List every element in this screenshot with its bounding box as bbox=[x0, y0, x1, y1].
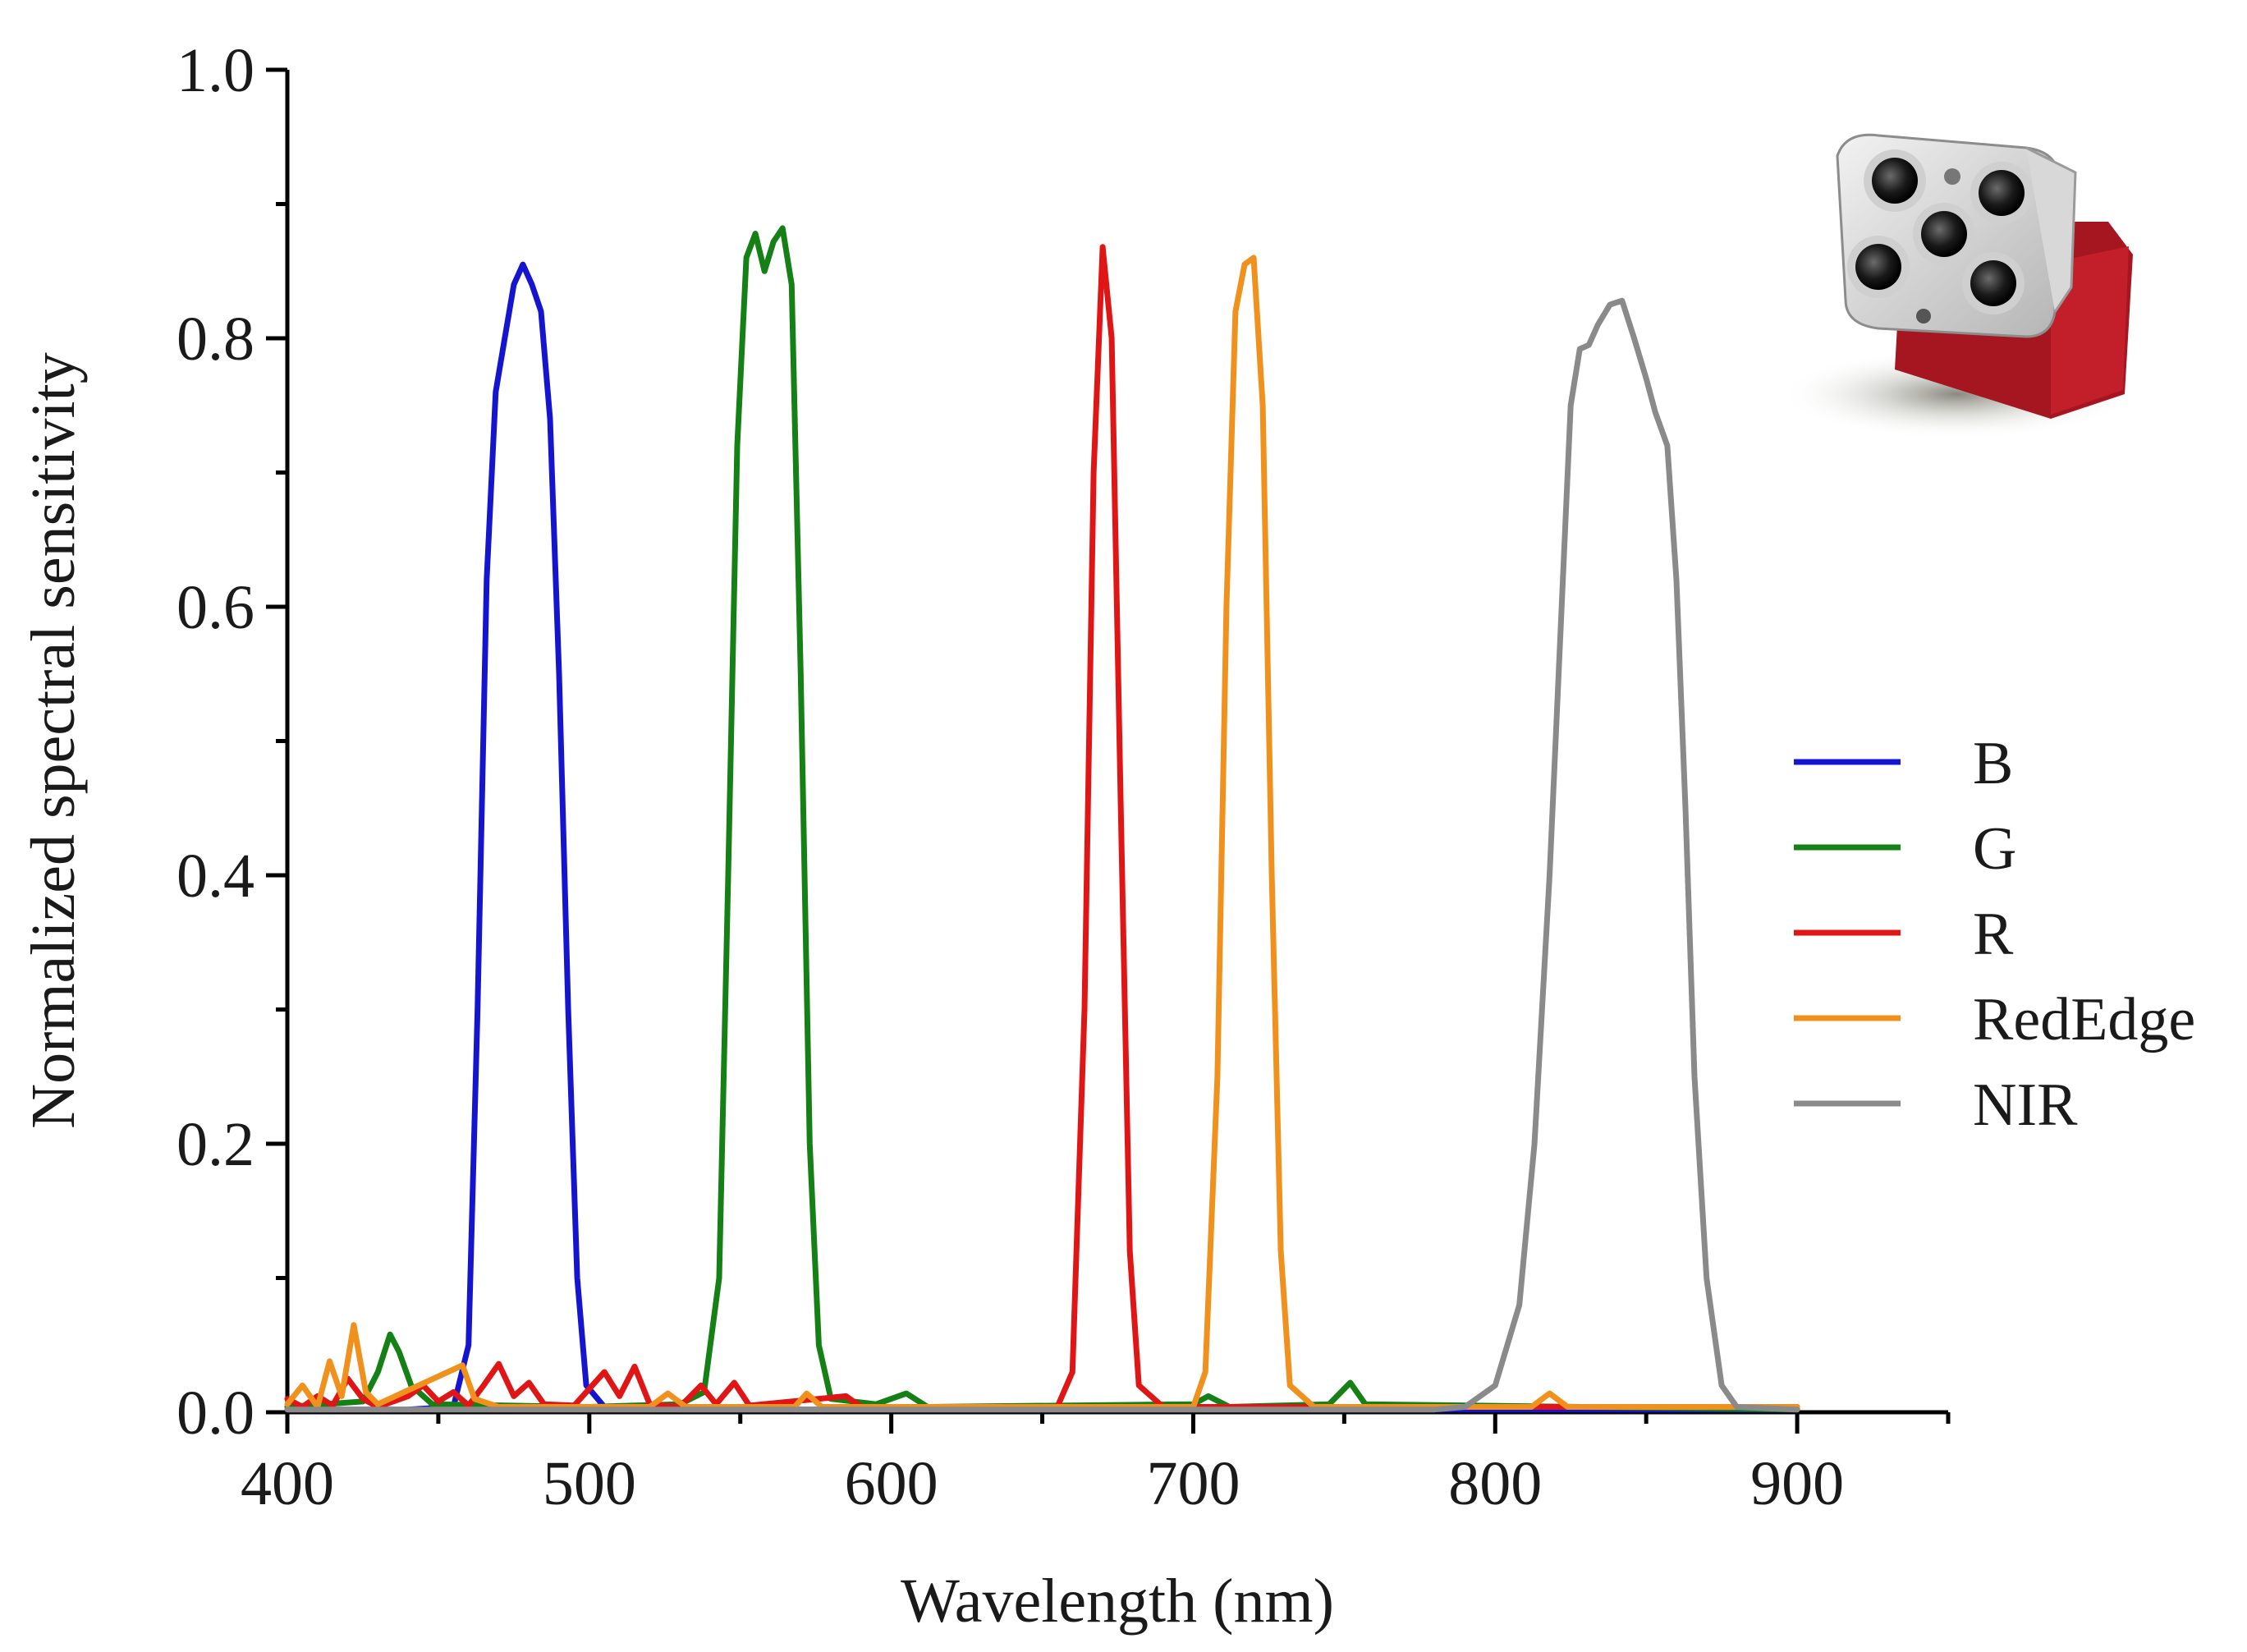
y-tick-label: 1.0 bbox=[177, 36, 255, 105]
x-tick-label: 600 bbox=[845, 1449, 938, 1518]
axis-ticks bbox=[266, 67, 1951, 1434]
x-tick-label: 500 bbox=[543, 1449, 636, 1518]
legend-label-rededge: RedEdge bbox=[1973, 986, 2195, 1053]
y-tick-label: 0.4 bbox=[177, 842, 255, 911]
y-tick-label: 0.6 bbox=[177, 573, 255, 642]
legend-label-r: R bbox=[1973, 901, 2014, 968]
legend-label-nir: NIR bbox=[1973, 1072, 2078, 1139]
series-line-nir bbox=[284, 297, 1800, 1413]
x-tick-label: 400 bbox=[241, 1449, 334, 1518]
series-line-b bbox=[284, 261, 1800, 1413]
x-tick-label: 800 bbox=[1448, 1449, 1542, 1518]
series-lines bbox=[284, 225, 1800, 1413]
legend: BGR RedEdge NIR bbox=[1794, 730, 2195, 1139]
y-tick-label: 0.0 bbox=[177, 1379, 255, 1448]
x-tick-label: 900 bbox=[1750, 1449, 1844, 1518]
series-line-r bbox=[284, 244, 1800, 1410]
axis-tick-labels: 400 500 600 700 800 900 0.0 0.2 0.4 0.6 0.8 1.0 bbox=[177, 36, 1844, 1518]
y-tick-label: 0.8 bbox=[177, 305, 255, 374]
camera-image bbox=[1780, 133, 2133, 439]
x-tick-label: 700 bbox=[1146, 1449, 1240, 1518]
y-tick-label: 0.2 bbox=[177, 1110, 255, 1179]
x-axis-title: Wavelength (nm) bbox=[901, 1567, 1334, 1636]
y-axis-title: Normalized spectral sensitivity bbox=[19, 352, 88, 1129]
legend-label-g: G bbox=[1973, 815, 2016, 883]
legend-label-b: B bbox=[1973, 730, 2013, 797]
camera-lenses bbox=[1847, 149, 2033, 314]
